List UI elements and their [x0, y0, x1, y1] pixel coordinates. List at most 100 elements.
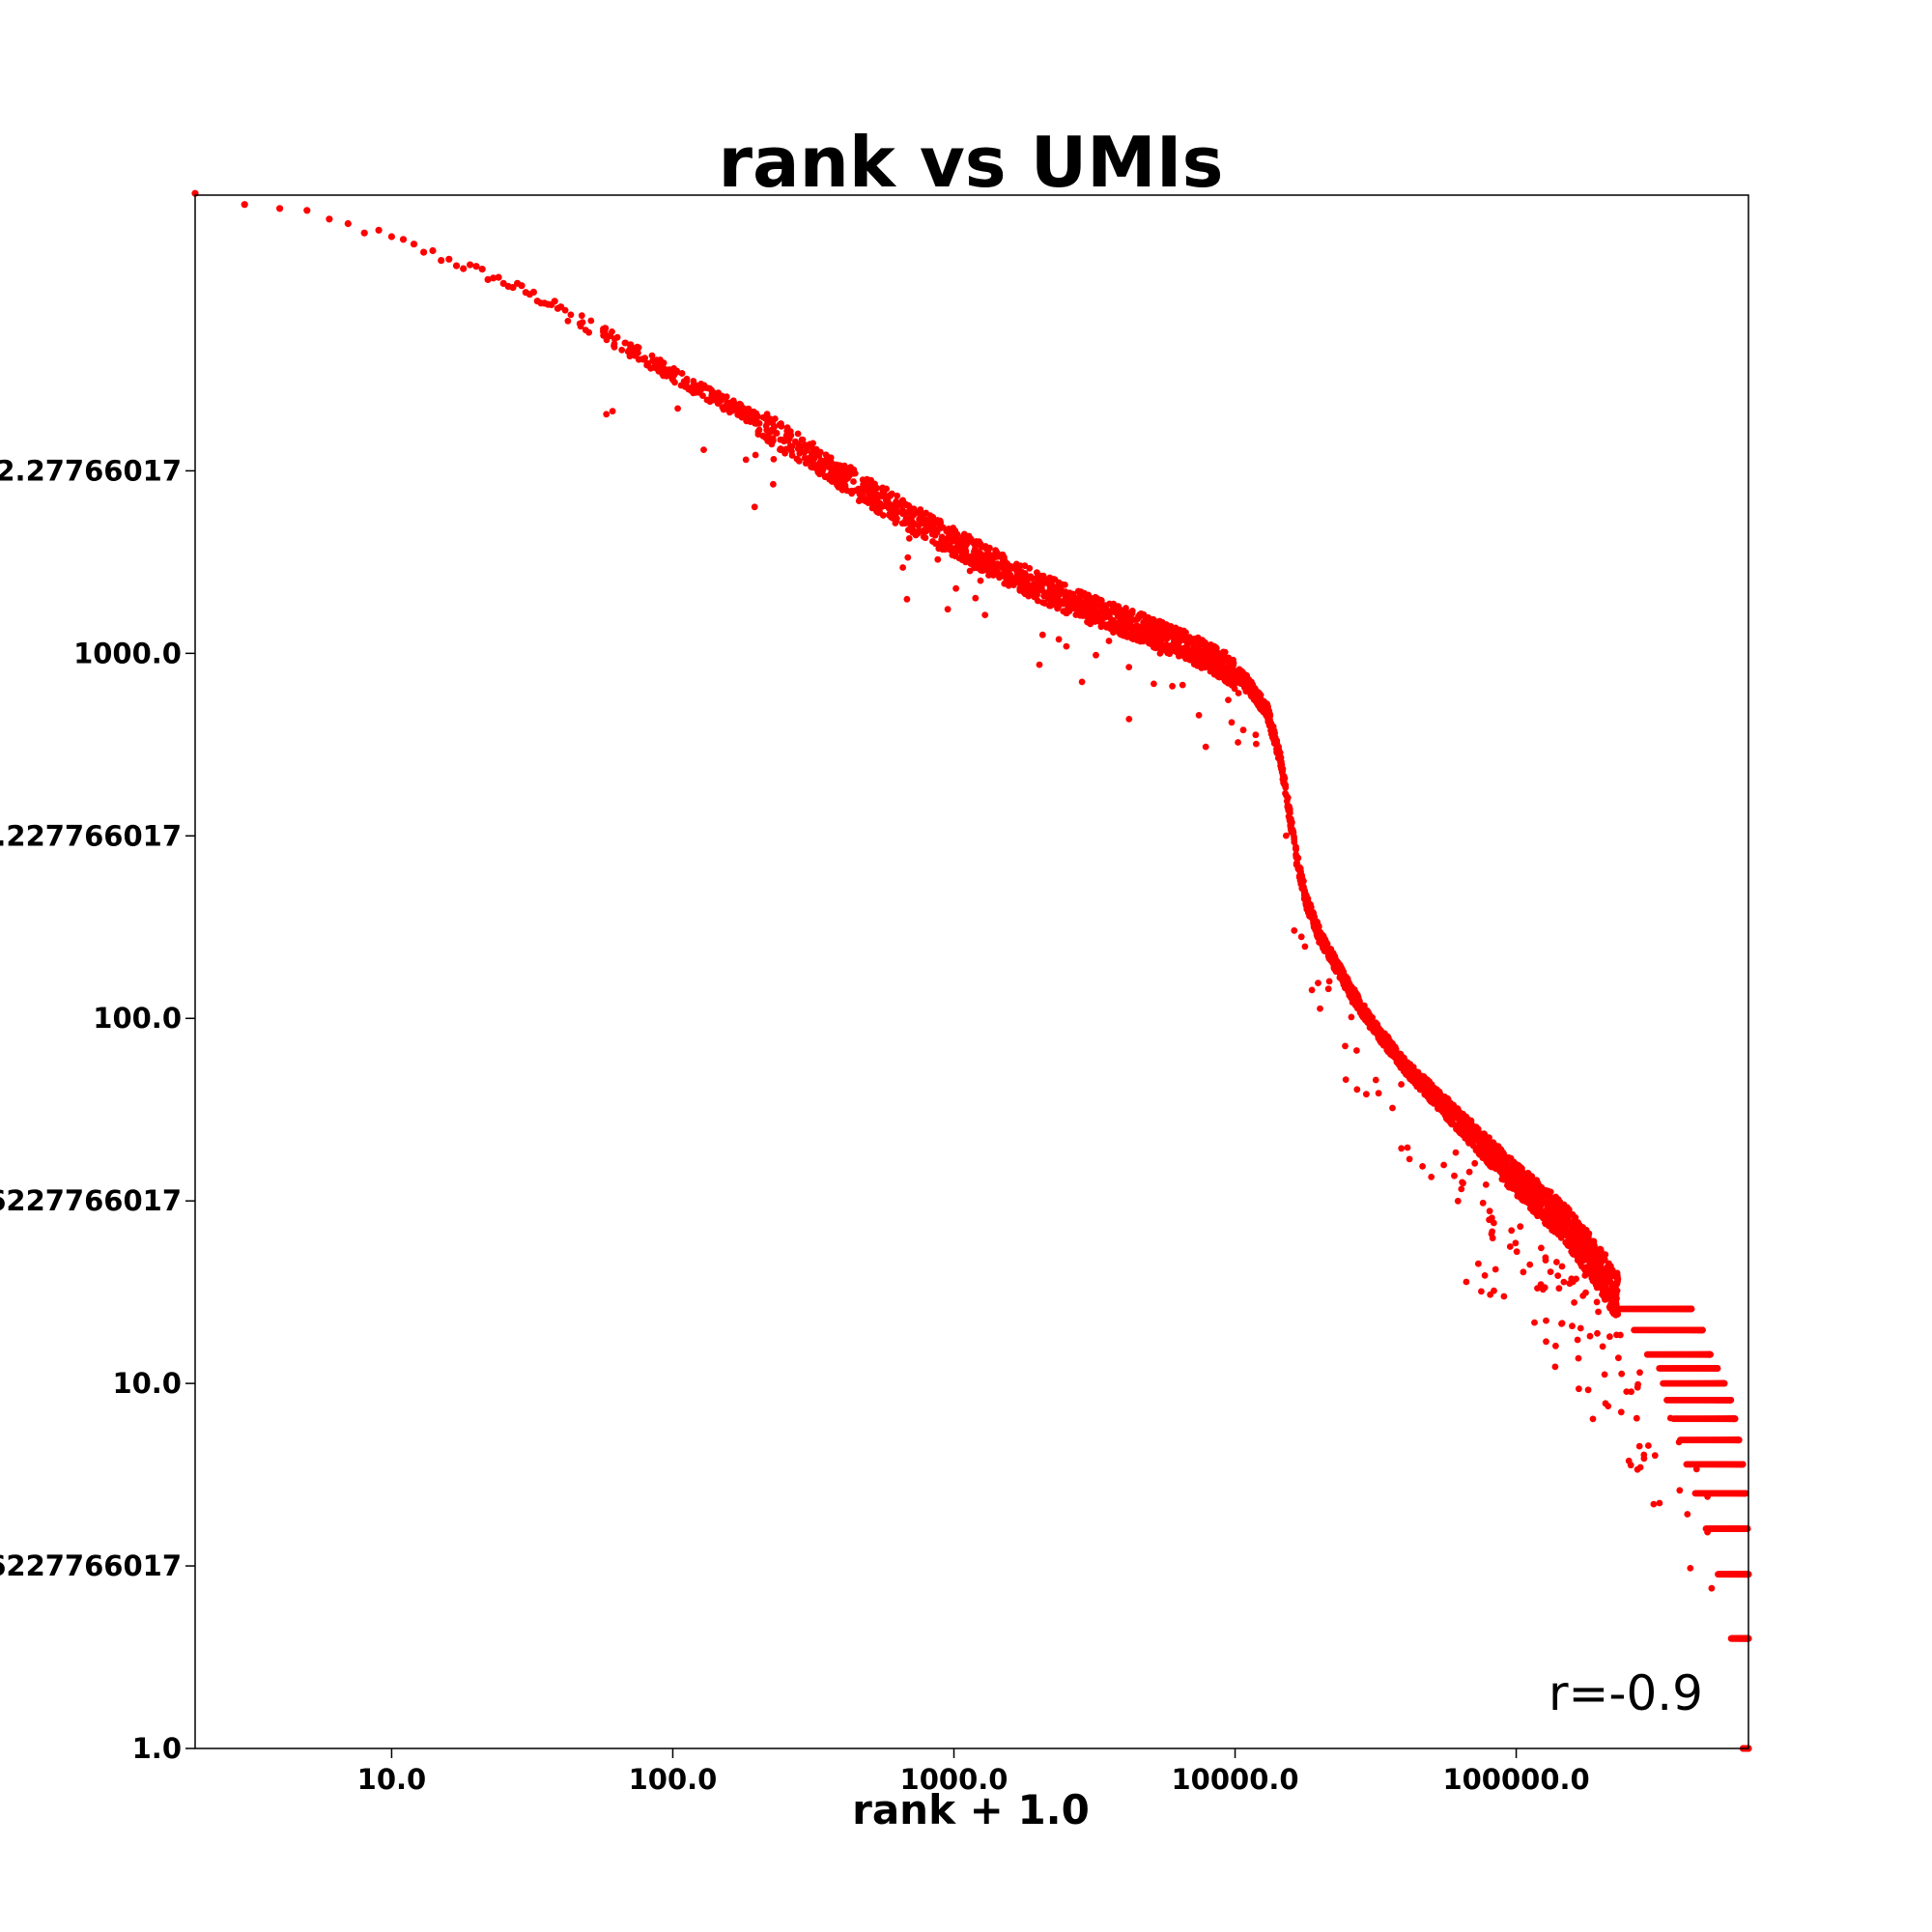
data-point	[1216, 668, 1223, 675]
data-point	[752, 451, 759, 459]
data-point	[1313, 926, 1321, 933]
data-point	[1037, 572, 1045, 580]
data-point	[1431, 1089, 1437, 1096]
data-point	[1176, 626, 1183, 634]
data-point	[939, 524, 946, 531]
data-point	[1083, 593, 1090, 601]
data-point	[873, 484, 881, 492]
data-point	[767, 415, 774, 423]
data-point	[1232, 677, 1239, 684]
data-point	[1308, 912, 1316, 919]
data-point	[1324, 985, 1332, 993]
data-point	[429, 246, 437, 255]
data-point	[1353, 1047, 1360, 1054]
data-point	[770, 456, 778, 463]
data-point	[1598, 1270, 1605, 1278]
data-point	[742, 456, 750, 464]
data-point	[1508, 1170, 1516, 1178]
data-point	[801, 454, 809, 462]
data-point	[1582, 1289, 1589, 1296]
data-point	[1419, 1163, 1426, 1170]
data-point	[1459, 1126, 1466, 1134]
data-point	[1055, 592, 1062, 600]
data-point	[1484, 1159, 1492, 1167]
data-point	[1050, 576, 1058, 582]
data-point	[1317, 1005, 1323, 1012]
data-point	[276, 205, 284, 213]
data-point	[1235, 690, 1242, 696]
data-point	[387, 233, 395, 241]
data-point	[472, 263, 480, 270]
data-point	[883, 485, 890, 493]
data-point	[1270, 737, 1278, 744]
data-point	[1301, 889, 1308, 895]
data-point	[1683, 1461, 1690, 1468]
data-point	[1103, 622, 1111, 630]
data-point	[1021, 562, 1029, 570]
data-point	[971, 552, 979, 558]
data-point	[768, 440, 776, 448]
data-point	[1656, 1365, 1663, 1372]
data-point	[926, 518, 934, 526]
data-point	[1582, 1227, 1590, 1234]
data-point	[1391, 1043, 1399, 1051]
data-point	[1463, 1113, 1470, 1121]
data-point	[1594, 1329, 1601, 1337]
data-point	[1552, 1193, 1559, 1201]
data-point	[714, 400, 722, 407]
data-point	[1462, 1132, 1469, 1140]
data-point	[1078, 599, 1086, 606]
data-point	[1575, 1219, 1581, 1226]
data-point	[1466, 1126, 1474, 1133]
data-point	[1093, 651, 1099, 659]
data-point	[1320, 933, 1327, 940]
data-point	[1223, 657, 1230, 664]
data-point	[509, 284, 517, 292]
data-point	[1379, 1041, 1387, 1049]
data-point	[1570, 1223, 1577, 1231]
data-point	[410, 241, 418, 248]
data-point	[754, 419, 762, 427]
data-point	[952, 584, 959, 592]
data-point	[822, 459, 829, 467]
data-point	[1438, 1094, 1445, 1102]
data-point	[344, 219, 352, 228]
data-point	[1389, 1104, 1396, 1112]
data-point	[668, 375, 676, 383]
data-point	[1152, 618, 1160, 625]
data-point	[639, 355, 647, 363]
data-point	[723, 402, 729, 410]
data-point	[957, 549, 965, 556]
data-point	[779, 436, 785, 443]
data-point	[1372, 1022, 1379, 1029]
data-point	[935, 545, 943, 553]
data-point	[962, 536, 970, 543]
data-point	[855, 485, 862, 493]
data-point	[1522, 1192, 1530, 1200]
data-point	[1569, 1210, 1576, 1218]
data-point	[1510, 1160, 1518, 1168]
data-point	[1574, 1336, 1581, 1344]
data-point	[754, 428, 762, 436]
data-point	[1149, 625, 1156, 633]
data-point	[1202, 743, 1209, 751]
data-point	[1481, 1131, 1489, 1139]
data-point	[1151, 643, 1157, 651]
data-point	[1001, 554, 1008, 561]
data-point	[1575, 1240, 1582, 1248]
data-point	[1099, 613, 1107, 620]
data-point	[1301, 943, 1309, 951]
data-point	[1041, 579, 1049, 585]
data-point	[994, 560, 1001, 568]
data-point	[1613, 1269, 1621, 1277]
data-point	[989, 556, 996, 563]
data-point	[1576, 1229, 1582, 1236]
data-point	[1391, 1054, 1399, 1062]
data-point	[816, 459, 824, 467]
data-point	[824, 472, 831, 480]
data-point	[1055, 636, 1063, 643]
data-point	[871, 502, 879, 510]
data-point	[567, 311, 575, 319]
data-point	[762, 422, 770, 430]
data-point	[773, 429, 780, 437]
